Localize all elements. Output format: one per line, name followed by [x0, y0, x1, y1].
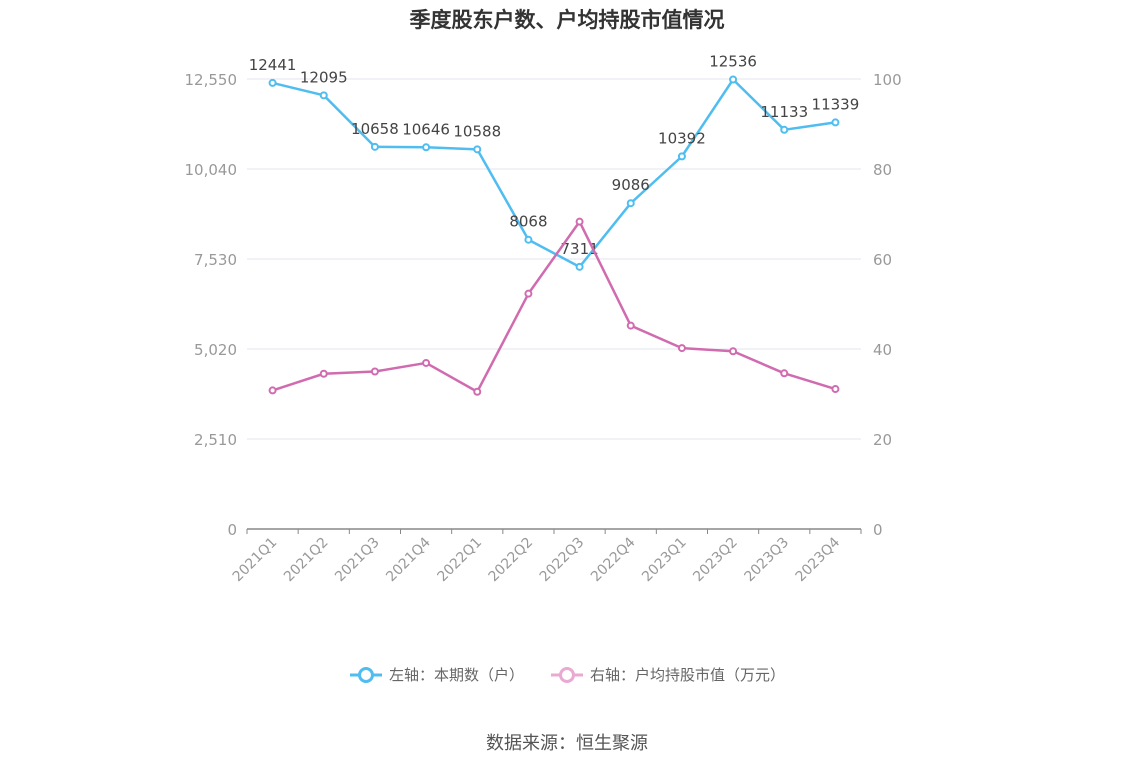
data-point	[575, 262, 584, 271]
x-axis-tick-label: 2021Q1	[230, 535, 281, 586]
legend-label-avg-value: 右轴：户均持股市值（万元）	[590, 666, 786, 684]
data-point	[370, 367, 379, 376]
data-label: 10588	[453, 122, 501, 140]
data-label: 12536	[709, 53, 757, 71]
left-axis-tick-label: 7,530	[194, 251, 237, 269]
x-axis-tick-label: 2023Q2	[690, 535, 741, 586]
x-axis-tick-label: 2021Q3	[332, 535, 383, 586]
chart-title: 季度股东户数、户均持股市值情况	[409, 8, 725, 32]
data-source: 数据来源：恒生聚源	[486, 733, 648, 754]
data-point	[831, 385, 840, 394]
data-label: 12441	[249, 56, 297, 74]
left-axis-tick-label: 2,510	[194, 431, 237, 449]
data-point	[677, 152, 686, 161]
data-point	[831, 118, 840, 127]
x-axis-tick-label: 2022Q4	[588, 534, 639, 585]
data-point	[524, 289, 533, 298]
data-label: 10646	[402, 120, 450, 138]
data-point	[729, 347, 738, 356]
series-line-avg-value	[272, 220, 836, 393]
left-axis-tick-label: 5,020	[194, 341, 237, 359]
data-label: 7311	[560, 240, 598, 258]
data-point	[422, 358, 431, 367]
x-axis-tick-label: 2022Q3	[537, 535, 588, 586]
left-axis-tick-label: 12,550	[185, 71, 238, 89]
legend: 左轴：本期数（户） 右轴：户均持股市值（万元）	[0, 664, 1134, 685]
data-point	[524, 235, 533, 244]
x-axis-tick-label: 2023Q4	[793, 534, 844, 585]
left-axis-tick-label: 0	[227, 521, 237, 539]
series-line-households	[272, 78, 836, 269]
x-axis-tick-label: 2022Q2	[486, 535, 537, 586]
data-point	[370, 142, 379, 151]
data-point	[780, 125, 789, 134]
data-label: 11339	[812, 95, 860, 113]
data-point	[268, 78, 277, 87]
data-label: 10392	[658, 129, 706, 147]
data-label: 12095	[300, 68, 348, 86]
x-axis-tick-label: 2021Q2	[281, 535, 332, 586]
data-point	[626, 199, 635, 208]
data-label: 8068	[509, 213, 547, 231]
data-point	[780, 369, 789, 378]
data-label: 10658	[351, 120, 399, 138]
x-axis-tick-label: 2023Q1	[639, 535, 690, 586]
legend-label-households: 左轴：本期数（户）	[388, 666, 524, 684]
left-axis-tick-label: 10,040	[185, 161, 238, 179]
legend-line-circle-icon	[349, 666, 382, 683]
data-point	[319, 91, 328, 100]
x-axis-tick-label: 2021Q4	[383, 534, 434, 585]
legend-item-avg-value[interactable]: 右轴：户均持股市值（万元）	[550, 664, 785, 685]
data-point	[575, 217, 584, 226]
right-axis-tick-label: 20	[873, 431, 892, 449]
data-point	[422, 143, 431, 152]
data-label: 11133	[760, 103, 808, 121]
right-axis-tick-label: 40	[873, 341, 892, 359]
data-point	[729, 75, 738, 84]
right-axis-tick-label: 0	[873, 521, 883, 539]
data-point	[626, 321, 635, 330]
data-point	[677, 344, 686, 353]
right-axis-tick-label: 100	[873, 71, 902, 89]
legend-item-households[interactable]: 左轴：本期数（户）	[349, 664, 524, 685]
right-axis-tick-label: 60	[873, 251, 892, 269]
x-axis-tick-label: 2023Q3	[741, 535, 792, 586]
data-label: 9086	[612, 176, 650, 194]
data-point	[319, 369, 328, 378]
data-point	[473, 145, 482, 154]
data-point	[268, 386, 277, 395]
data-point	[473, 387, 482, 396]
x-axis-tick-label: 2022Q1	[434, 535, 485, 586]
right-axis-tick-label: 80	[873, 161, 892, 179]
legend-line-circle-icon	[551, 666, 583, 683]
